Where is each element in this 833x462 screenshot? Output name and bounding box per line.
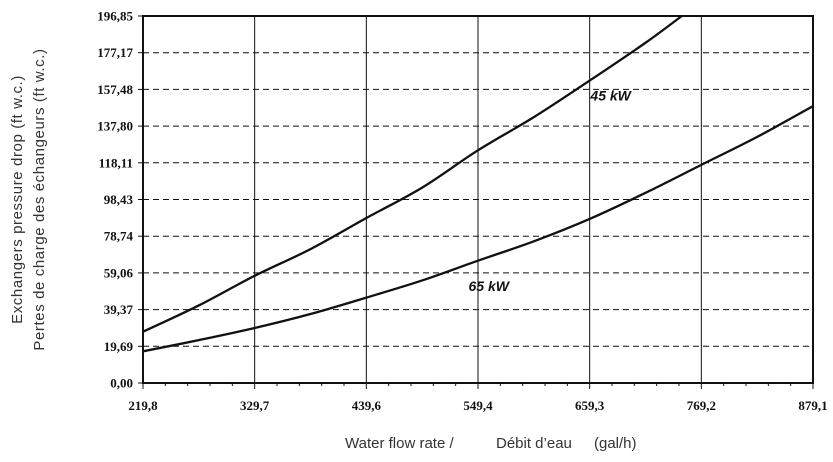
- x-tick-label: 549,4: [463, 398, 493, 413]
- x-axis-label-english: Water flow rate /: [345, 435, 454, 452]
- x-tick-label: 769,2: [687, 398, 716, 413]
- y-axis-label-english: Exchangers pressure drop (ft w.c.): [9, 75, 26, 324]
- y-tick-label: 157,48: [97, 82, 133, 97]
- y-tick-label: 118,11: [99, 155, 133, 170]
- series-label-65-kw: 65 kW: [468, 278, 510, 294]
- y-tick-label: 0,00: [110, 376, 133, 391]
- labels-layer: Exchangers pressure drop (ft w.c.) Perte…: [9, 48, 637, 452]
- y-tick-label: 78,74: [104, 229, 134, 244]
- x-tick-label: 439,6: [352, 398, 382, 413]
- y-tick-label: 177,17: [97, 45, 133, 60]
- x-axis-label-unit: (gal/h): [594, 435, 637, 452]
- ticks-layer: 219,8 329,7 439,6 549,4 659,3 769,2 879,1 0,00 1…: [97, 9, 827, 414]
- y-tick-label: 196,85: [97, 9, 133, 24]
- y-axis-label-french: Pertes de charge des échangeurs (ft w.c.…: [31, 48, 48, 350]
- x-tick-label: 219,8: [128, 398, 158, 413]
- y-tick-label: 137,80: [97, 119, 133, 134]
- y-tick-label: 39,37: [104, 302, 134, 317]
- x-tick-label: 659,3: [575, 398, 605, 413]
- y-tick-label: 19,69: [104, 339, 134, 354]
- grid-layer: [143, 16, 813, 383]
- series-layer: 45 kW 65 kW: [142, 15, 814, 353]
- y-tick-label: 59,06: [104, 265, 134, 280]
- x-tick-label: 329,7: [240, 398, 270, 413]
- y-tick-label: 98,43: [104, 192, 134, 207]
- x-axis-label-french: Débit d’eau: [496, 435, 572, 452]
- series-label-45-kw: 45 kW: [589, 87, 632, 103]
- series-line-45-kw: [142, 15, 683, 333]
- x-tick-label: 879,1: [798, 398, 827, 413]
- series-line-65-kw: [142, 105, 814, 353]
